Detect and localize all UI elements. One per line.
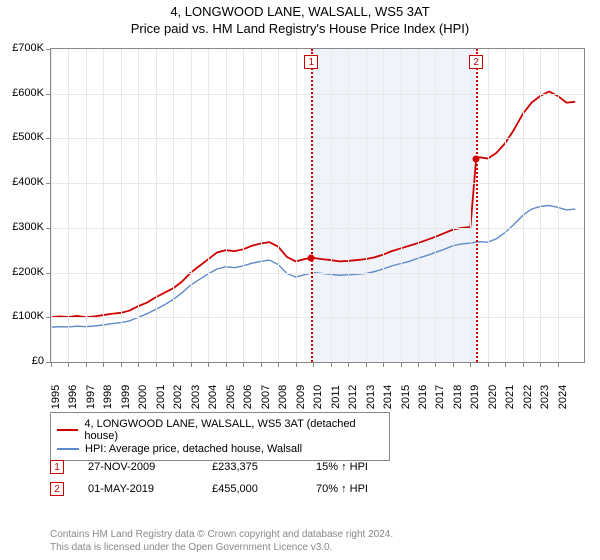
event-date: 01-MAY-2019: [88, 483, 188, 495]
x-axis: 1995 1996 1997 1998 1999 2000 2001 2002 2003 2004…: [50, 365, 585, 407]
footer-line-1: Contains HM Land Registry data © Crown c…: [50, 528, 393, 541]
x-tick-label: 2020: [487, 385, 499, 409]
legend-row: HPI: Average price, detached house, Wals…: [57, 443, 383, 455]
event-marker-box: 2: [469, 55, 483, 69]
x-tick-label: 2002: [172, 385, 184, 409]
x-tick-label: 2005: [225, 385, 237, 409]
x-tick-label: 2019: [469, 385, 481, 409]
events-table: 1 27-NOV-2009 £233,375 15% ↑ HPI 2 01-MAY-201…: [50, 460, 406, 504]
x-tick-label: 2014: [382, 385, 394, 409]
title-sub: Price paid vs. HM Land Registry's House …: [0, 21, 600, 36]
x-tick-label: 1996: [67, 385, 79, 409]
x-tick-label: 2000: [137, 385, 149, 409]
x-tick-label: 2023: [539, 385, 551, 409]
y-tick-label: £0: [32, 355, 44, 367]
y-tick-label: £200K: [12, 266, 44, 278]
legend-label: HPI: Average price, detached house, Wals…: [85, 443, 302, 455]
event-dot: [308, 254, 315, 261]
event-price: £455,000: [212, 483, 292, 495]
x-tick-label: 1999: [120, 385, 132, 409]
event-line: [476, 49, 478, 362]
x-tick-label: 2012: [347, 385, 359, 409]
event-dot: [473, 155, 480, 162]
legend: 4, LONGWOOD LANE, WALSALL, WS5 3AT (deta…: [50, 412, 390, 461]
event-number-box: 2: [50, 482, 64, 496]
chart-lines-svg: [51, 49, 584, 362]
x-tick-label: 2007: [260, 385, 272, 409]
x-tick-label: 2015: [400, 385, 412, 409]
event-line: [311, 49, 313, 362]
chart-header: 4, LONGWOOD LANE, WALSALL, WS5 3AT Price…: [0, 0, 600, 36]
y-tick-label: £300K: [12, 221, 44, 233]
x-tick-label: 2008: [277, 385, 289, 409]
legend-row: 4, LONGWOOD LANE, WALSALL, WS5 3AT (deta…: [57, 418, 383, 442]
event-number-box: 1: [50, 460, 64, 474]
event-table-row: 1 27-NOV-2009 £233,375 15% ↑ HPI: [50, 460, 406, 474]
x-tick-label: 1995: [50, 385, 62, 409]
x-tick-label: 2009: [295, 385, 307, 409]
x-tick-label: 2018: [452, 385, 464, 409]
x-tick-label: 2011: [330, 385, 342, 409]
event-date: 27-NOV-2009: [88, 461, 188, 473]
legend-swatch: [57, 448, 79, 450]
y-tick-label: £700K: [12, 42, 44, 54]
x-tick-label: 2001: [155, 385, 167, 409]
y-tick-label: £400K: [12, 176, 44, 188]
footer: Contains HM Land Registry data © Crown c…: [50, 528, 393, 554]
x-tick-label: 2010: [312, 385, 324, 409]
x-tick-label: 2006: [242, 385, 254, 409]
x-tick-label: 2022: [522, 385, 534, 409]
x-tick-label: 2024: [557, 385, 569, 409]
event-delta: 15% ↑ HPI: [316, 461, 406, 473]
y-axis: £0£100K£200K£300K£400K£500K£600K£700K: [0, 48, 48, 363]
x-tick-label: 2021: [504, 385, 516, 409]
x-tick-label: 2013: [365, 385, 377, 409]
y-tick-label: £600K: [12, 87, 44, 99]
chart-plot-area: 12: [50, 48, 585, 363]
legend-label: 4, LONGWOOD LANE, WALSALL, WS5 3AT (deta…: [84, 418, 383, 442]
y-tick-label: £100K: [12, 310, 44, 322]
x-tick-label: 2016: [417, 385, 429, 409]
title-main: 4, LONGWOOD LANE, WALSALL, WS5 3AT: [0, 4, 600, 19]
event-price: £233,375: [212, 461, 292, 473]
x-tick-label: 1998: [102, 385, 114, 409]
legend-swatch: [57, 429, 78, 431]
x-tick-label: 2017: [434, 385, 446, 409]
x-tick-label: 2004: [207, 385, 219, 409]
event-delta: 70% ↑ HPI: [316, 483, 406, 495]
y-tick-label: £500K: [12, 131, 44, 143]
footer-line-2: This data is licensed under the Open Gov…: [50, 541, 393, 554]
x-tick-label: 1997: [85, 385, 97, 409]
event-table-row: 2 01-MAY-2019 £455,000 70% ↑ HPI: [50, 482, 406, 496]
x-tick-label: 2003: [190, 385, 202, 409]
event-marker-box: 1: [304, 55, 318, 69]
